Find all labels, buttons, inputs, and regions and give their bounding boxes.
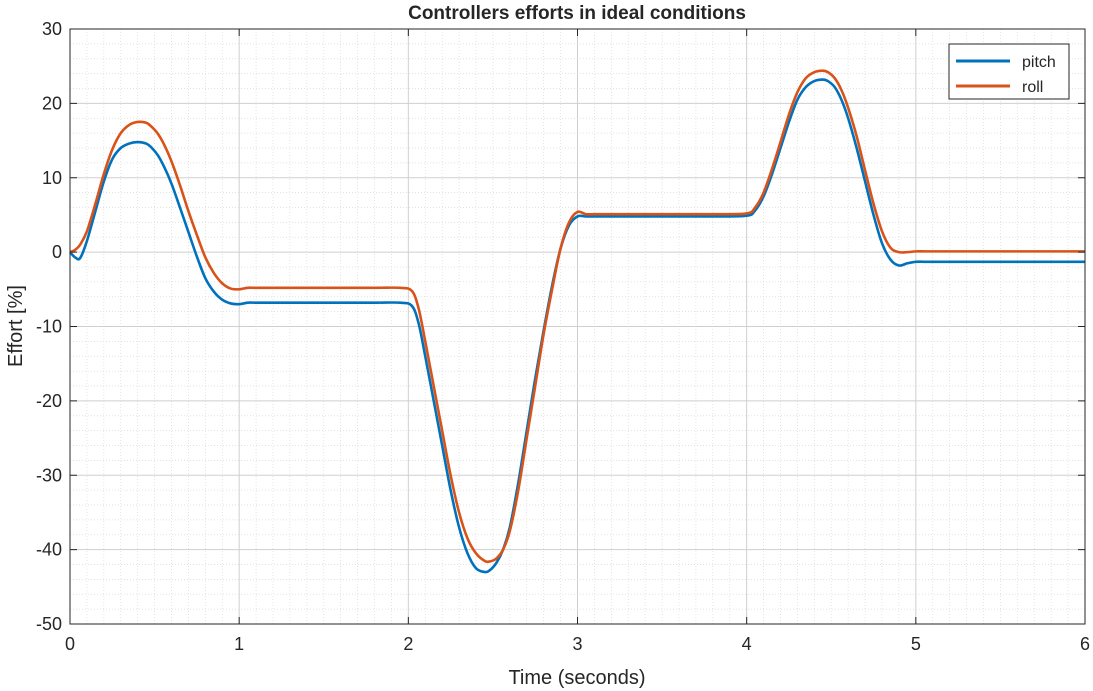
legend-label-roll: roll <box>1022 79 1043 96</box>
y-tick-label: -50 <box>36 614 62 634</box>
x-tick-label: 1 <box>234 634 244 654</box>
y-tick-label: -10 <box>36 317 62 337</box>
x-tick-label: 2 <box>403 634 413 654</box>
x-tick-label: 4 <box>742 634 752 654</box>
y-tick-label: -40 <box>36 540 62 560</box>
y-tick-label: 0 <box>52 242 62 262</box>
x-tick-labels: 0 1 2 3 4 5 6 <box>65 634 1090 654</box>
x-axis-label: Time (seconds) <box>508 667 645 689</box>
y-tick-labels: 30 20 10 0 -10 -20 -30 -40 -50 <box>36 19 62 634</box>
y-tick-label: 10 <box>42 168 62 188</box>
y-tick-label: 20 <box>42 93 62 113</box>
chart-title: Controllers efforts in ideal conditions <box>408 3 746 24</box>
y-tick-label: 30 <box>42 19 62 39</box>
x-tick-label: 5 <box>911 634 921 654</box>
series-layer <box>69 69 1085 574</box>
axis-ticks <box>69 28 1086 625</box>
series-line-roll <box>69 69 1085 564</box>
x-tick-label: 0 <box>65 634 75 654</box>
y-tick-label: -30 <box>36 465 62 485</box>
legend-label-pitch: pitch <box>1022 54 1056 71</box>
x-tick-label: 3 <box>572 634 582 654</box>
x-tick-label: 6 <box>1080 634 1090 654</box>
y-tick-label: -20 <box>36 391 62 411</box>
legend: pitch roll <box>948 43 1070 100</box>
legend-box <box>948 43 1070 100</box>
y-axis-label: Effort [%] <box>5 285 27 367</box>
